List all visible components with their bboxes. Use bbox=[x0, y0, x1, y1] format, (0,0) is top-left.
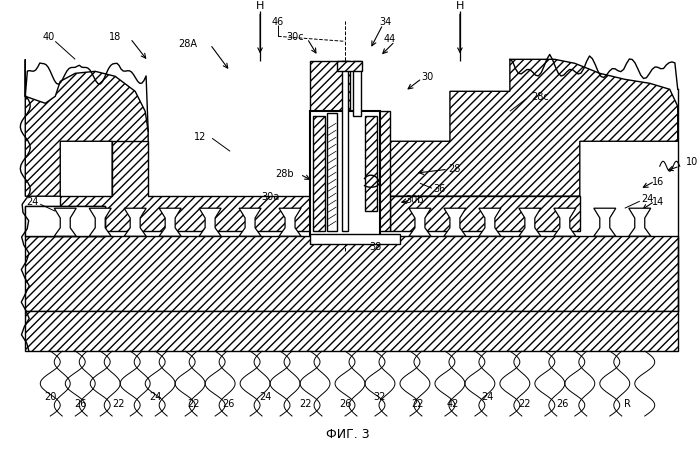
Polygon shape bbox=[54, 209, 76, 237]
Text: 26: 26 bbox=[74, 398, 86, 408]
Polygon shape bbox=[444, 209, 466, 237]
Polygon shape bbox=[199, 209, 221, 237]
Text: 26: 26 bbox=[556, 398, 569, 408]
Polygon shape bbox=[519, 209, 541, 237]
Text: R: R bbox=[624, 398, 631, 408]
Text: 36: 36 bbox=[434, 184, 446, 194]
Text: 30c: 30c bbox=[286, 32, 304, 42]
Text: 24: 24 bbox=[482, 391, 494, 401]
Text: 22: 22 bbox=[412, 398, 424, 408]
Bar bbox=[342, 62, 348, 232]
Text: 30b: 30b bbox=[406, 195, 424, 205]
Polygon shape bbox=[60, 142, 310, 232]
Bar bbox=[25, 207, 105, 237]
Polygon shape bbox=[239, 209, 261, 237]
Polygon shape bbox=[390, 60, 678, 197]
Polygon shape bbox=[390, 197, 580, 232]
Polygon shape bbox=[25, 60, 148, 197]
Polygon shape bbox=[479, 209, 501, 237]
Text: 24: 24 bbox=[149, 391, 162, 401]
Text: 18: 18 bbox=[109, 32, 121, 42]
Text: 28b: 28b bbox=[276, 169, 295, 179]
Text: 30: 30 bbox=[422, 72, 434, 82]
Text: 28: 28 bbox=[449, 164, 461, 174]
Polygon shape bbox=[279, 209, 301, 237]
Polygon shape bbox=[409, 209, 431, 237]
Text: ФИГ. 3: ФИГ. 3 bbox=[326, 427, 370, 440]
Text: 16: 16 bbox=[652, 177, 664, 187]
Polygon shape bbox=[329, 209, 351, 237]
Text: 10: 10 bbox=[686, 157, 698, 167]
Bar bbox=[310, 112, 380, 237]
Text: 12: 12 bbox=[194, 132, 206, 142]
Text: H: H bbox=[456, 1, 464, 11]
Polygon shape bbox=[89, 209, 111, 237]
Text: 22: 22 bbox=[519, 398, 531, 408]
Text: 22: 22 bbox=[112, 398, 125, 408]
Text: 20: 20 bbox=[44, 391, 57, 401]
Text: 24: 24 bbox=[26, 197, 38, 207]
Text: H: H bbox=[256, 1, 265, 11]
Bar bbox=[25, 237, 678, 312]
Text: 22: 22 bbox=[299, 398, 312, 408]
Text: 14: 14 bbox=[652, 197, 664, 207]
Bar bbox=[365, 117, 377, 212]
Polygon shape bbox=[159, 209, 181, 237]
Polygon shape bbox=[554, 209, 576, 237]
Text: 34: 34 bbox=[379, 17, 391, 28]
Bar bbox=[25, 312, 678, 351]
Bar bbox=[327, 114, 337, 232]
Bar bbox=[310, 235, 400, 244]
Text: 28c: 28c bbox=[531, 92, 549, 102]
Text: 40: 40 bbox=[42, 32, 55, 42]
Bar bbox=[353, 62, 361, 117]
Text: 44: 44 bbox=[384, 34, 396, 44]
Polygon shape bbox=[124, 209, 146, 237]
Text: 32: 32 bbox=[374, 391, 386, 401]
Text: 46: 46 bbox=[272, 17, 284, 28]
Text: 22: 22 bbox=[187, 398, 199, 408]
Bar bbox=[337, 62, 362, 72]
Text: 30a: 30a bbox=[261, 192, 279, 202]
Text: 42: 42 bbox=[447, 398, 459, 408]
Text: 28A: 28A bbox=[178, 39, 197, 49]
Bar bbox=[25, 207, 105, 237]
Text: 38: 38 bbox=[369, 242, 381, 252]
Text: 24: 24 bbox=[259, 391, 272, 401]
Bar bbox=[313, 117, 325, 232]
Text: 24: 24 bbox=[642, 194, 654, 204]
Polygon shape bbox=[594, 209, 616, 237]
Text: 26: 26 bbox=[222, 398, 235, 408]
Polygon shape bbox=[629, 209, 651, 237]
Polygon shape bbox=[310, 62, 390, 232]
Text: 26: 26 bbox=[339, 398, 351, 408]
